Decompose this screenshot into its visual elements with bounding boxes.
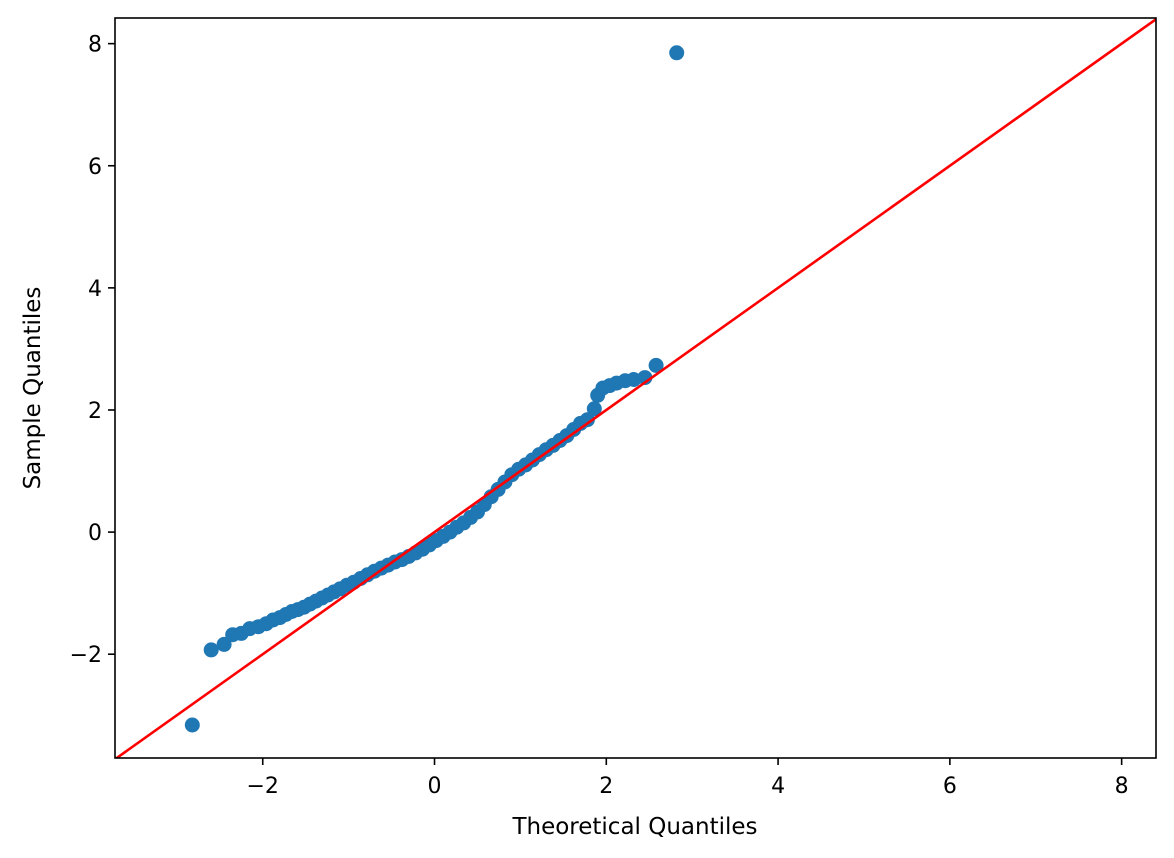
x-tick-label: 0 [428,774,442,799]
y-axis-label: Sample Quantiles [20,287,46,490]
reference-line [115,18,1156,758]
x-tick-label: 2 [599,774,613,799]
y-tick-label: 0 [88,521,102,546]
x-tick-label: 6 [943,774,957,799]
y-tick-label: 4 [88,277,102,302]
y-tick-label: 2 [88,399,102,424]
data-point [626,372,642,387]
data-point [669,45,685,61]
y-axis-ticks: −2 0 2 4 6 8 [70,33,115,668]
x-tick-label: −2 [247,774,279,799]
y-tick-label: 8 [88,33,102,58]
y-tick-label: −2 [70,643,102,668]
y-tick-label: 6 [88,155,102,180]
x-tick-label: 4 [771,774,785,799]
data-point [648,357,664,373]
data-point [586,401,602,417]
plot-area-frame [114,17,1157,759]
data-point [579,412,595,428]
x-axis-ticks: −2 0 2 4 6 8 [247,758,1129,799]
x-axis-label: Theoretical Quantiles [511,814,757,840]
reference-line-layer [115,18,1156,758]
data-point [216,636,232,652]
x-tick-label: 8 [1115,774,1129,799]
data-point [203,642,219,658]
data-point [184,717,200,733]
